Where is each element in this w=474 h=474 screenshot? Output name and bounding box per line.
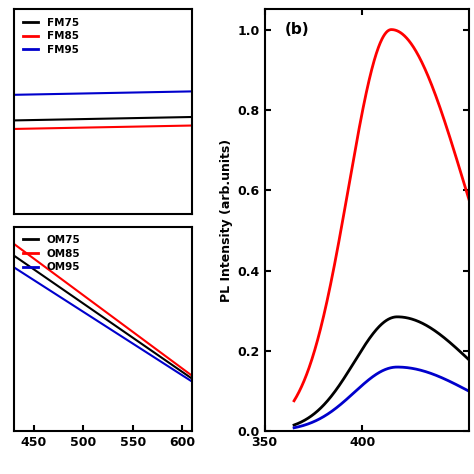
Legend: FM75, FM85, FM95: FM75, FM85, FM95 (19, 15, 82, 58)
Y-axis label: PL Intensity (arb.units): PL Intensity (arb.units) (220, 139, 234, 302)
Text: (b): (b) (285, 22, 310, 37)
Legend: OM75, OM85, OM95: OM75, OM85, OM95 (19, 232, 83, 275)
